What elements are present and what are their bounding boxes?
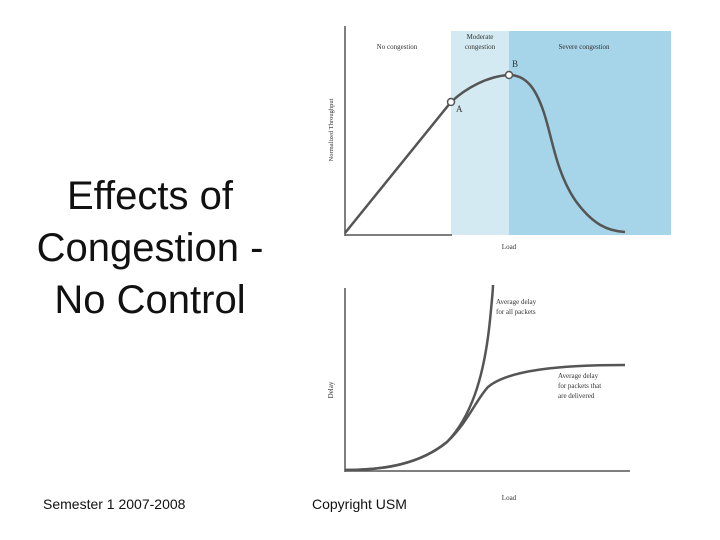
point-b-label: B xyxy=(512,59,518,69)
point-a-label: A xyxy=(456,104,463,114)
curve-delivered-label-1: Average delay xyxy=(558,372,599,380)
moderate-congestion-label-2: congestion xyxy=(465,43,496,51)
curve-delivered-label-2: for packets that xyxy=(558,382,601,390)
slide-title: Effects of Congestion - No Control xyxy=(20,170,280,326)
curve-all-label-1: Average delay xyxy=(496,298,537,306)
moderate-congestion-region xyxy=(451,31,509,235)
delay-y-label: Delay xyxy=(327,381,335,398)
severe-congestion-region xyxy=(509,31,671,235)
no-congestion-label: No congestion xyxy=(377,43,418,51)
title-line-1: Effects of xyxy=(66,174,233,218)
moderate-congestion-label-1: Moderate xyxy=(467,33,494,41)
point-b-marker xyxy=(504,70,514,80)
footer-semester: Semester 1 2007-2008 xyxy=(43,496,186,512)
throughput-chart: A B No congestion Moderate congestion Se… xyxy=(328,26,671,251)
delay-x-label: Load xyxy=(502,494,517,502)
delay-delivered-packets-curve xyxy=(344,363,626,472)
curve-all-label-2: for all packets xyxy=(496,308,536,316)
footer-copyright: Copyright USM xyxy=(312,496,407,512)
title-line-3: No Control xyxy=(54,278,246,322)
severe-congestion-label: Severe congestion xyxy=(558,43,610,51)
point-a-marker xyxy=(446,97,456,107)
throughput-x-label: Load xyxy=(502,243,517,251)
title-line-2: Congestion - xyxy=(36,226,264,270)
throughput-y-label: Normalized Throughput xyxy=(328,98,335,161)
curve-delivered-label-3: are delivered xyxy=(558,392,595,400)
throughput-curve xyxy=(344,73,626,234)
delay-all-packets-curve xyxy=(344,284,495,472)
delay-chart: Average delay for all packets Average de… xyxy=(327,284,630,502)
